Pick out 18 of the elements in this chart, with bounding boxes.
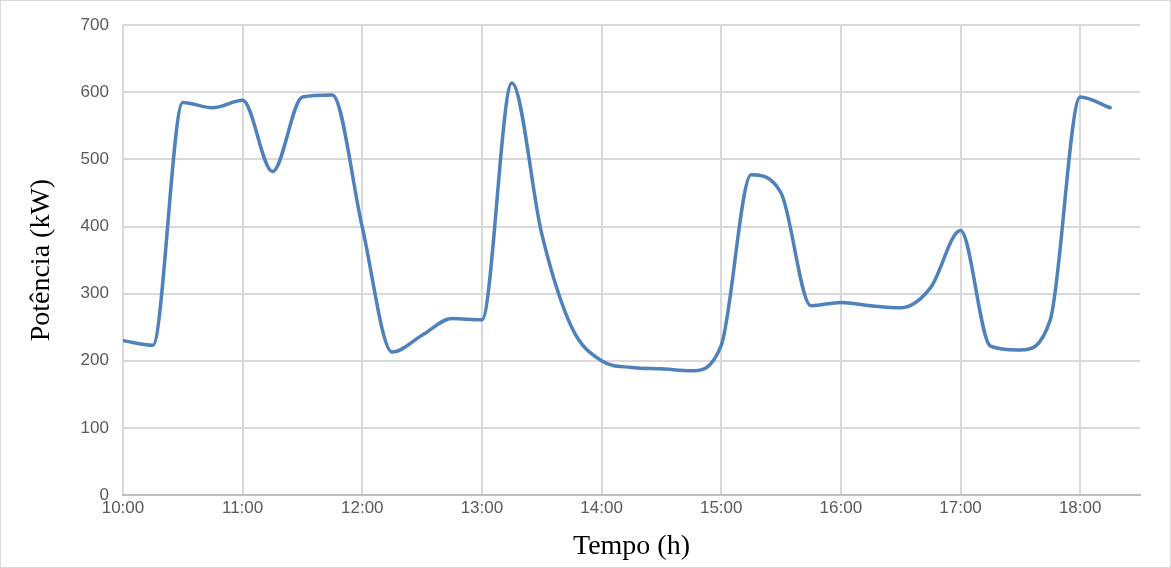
line-series	[122, 81, 1112, 373]
y-tick-label: 200	[80, 350, 109, 370]
y-tick-label: 700	[80, 14, 109, 34]
y-tick-label: 400	[80, 216, 109, 236]
y-tick-label: 600	[80, 82, 109, 101]
x-tick-label: 17:00	[939, 497, 982, 517]
x-tick-label: 16:00	[819, 497, 863, 517]
y-axis-title: Potência (kW)	[24, 178, 56, 342]
y-tick-label: 300	[80, 283, 109, 303]
y-tick-label: 500	[80, 149, 109, 169]
x-tick-label: 13:00	[460, 497, 504, 517]
x-tick-label: 15:00	[699, 497, 743, 517]
x-tick-label: 14:00	[580, 497, 623, 517]
y-tick-label: 100	[80, 417, 109, 437]
x-axis-title: Tempo (h)	[572, 528, 690, 560]
x-tick-label: 18:00	[1058, 497, 1102, 517]
x-tick-label: 11:00	[221, 497, 264, 517]
x-tick-label: 12:00	[340, 497, 384, 517]
